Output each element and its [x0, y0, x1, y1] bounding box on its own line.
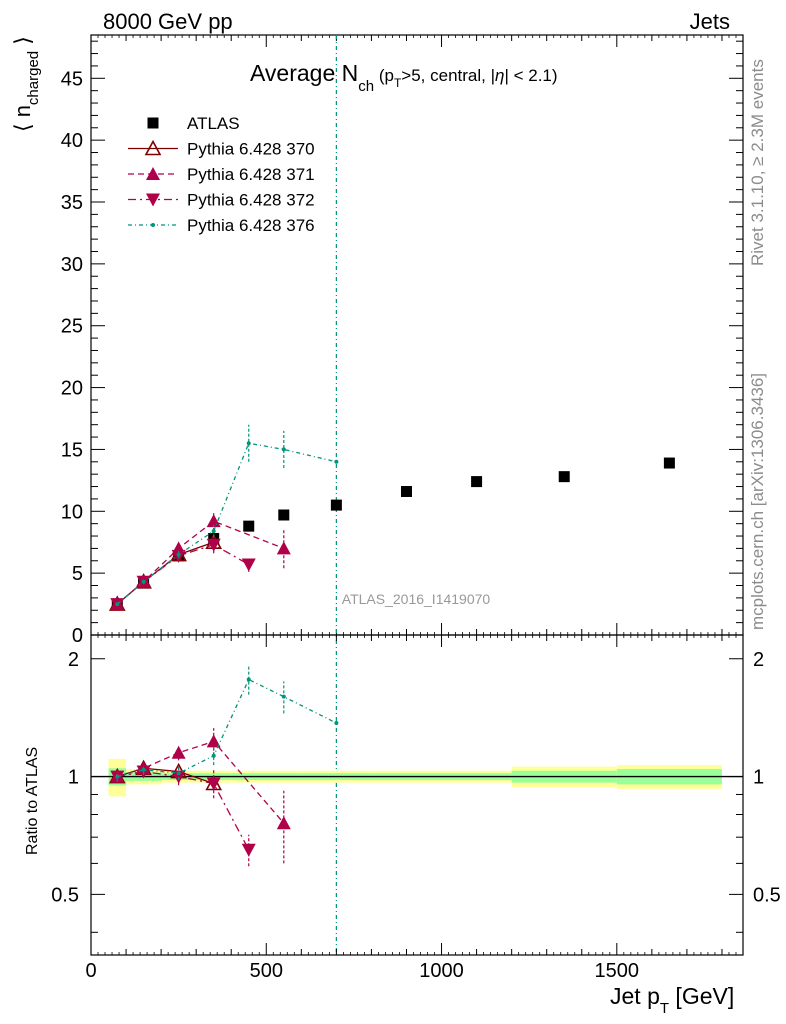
data-point — [558, 471, 570, 483]
data-point — [281, 447, 286, 452]
x-tick-label: 500 — [250, 960, 283, 982]
legend-entry-label: Pythia 6.428 371 — [187, 165, 315, 184]
data-point — [241, 558, 256, 572]
legend-entry-label: Pythia 6.428 372 — [187, 191, 315, 210]
legend-marker — [147, 117, 159, 129]
y-tick-label: 15 — [61, 439, 83, 461]
legend-entry-label: ATLAS — [187, 114, 240, 133]
ratio-data-point — [334, 721, 339, 726]
legend: ATLAS Pythia 6.428 370 Pythia 6.428 371 Pyt… — [128, 114, 315, 235]
legend-entry-label: Pythia 6.428 376 — [187, 216, 315, 235]
data-point — [176, 552, 181, 557]
legend-marker — [151, 223, 155, 227]
ratio-y-tick-label: 1 — [68, 767, 79, 789]
y-tick-label: 0 — [72, 625, 83, 647]
ratio-data-point — [141, 767, 146, 772]
y-tick-label: 20 — [61, 378, 83, 400]
data-point — [663, 457, 675, 469]
ratio-data-point — [176, 771, 181, 776]
y-tick-label: 25 — [61, 316, 83, 338]
data-point — [330, 499, 342, 511]
legend-entry-label: Pythia 6.428 370 — [187, 140, 315, 159]
ratio-y-tick-label-right: 0.5 — [753, 884, 781, 906]
ratio-y-tick-label-right: 2 — [753, 649, 764, 671]
rivet-label: Rivet 3.1.10, ≥ 2.3M events — [748, 59, 767, 266]
ratio-data-point — [281, 694, 286, 699]
main-y-axis-label: ⟨ ncharged ⟩ — [10, 36, 42, 132]
data-point — [471, 476, 483, 488]
y-tick-label: 30 — [61, 254, 83, 276]
series-line — [116, 541, 214, 605]
ratio-y-tick-label: 2 — [68, 649, 79, 671]
ratio-data-point — [206, 777, 221, 791]
ratio-data-point — [171, 745, 186, 759]
source-label: mcplots.cern.ch [arXiv:1306.3436] — [748, 373, 767, 630]
data-point — [206, 538, 221, 552]
x-axis-label: Jet pT [GeV] — [610, 983, 734, 1017]
y-tick-label: 40 — [61, 130, 83, 152]
data-point — [334, 459, 339, 464]
y-tick-label: 45 — [61, 68, 83, 90]
energy-label: 8000 GeV pp — [103, 9, 233, 34]
x-tick-label: 0 — [85, 960, 96, 982]
legend-marker — [144, 139, 162, 156]
legend-marker — [146, 193, 160, 207]
ratio-y-tick-label-right: 1 — [753, 767, 764, 789]
ratio-data-point — [206, 734, 221, 748]
ratio-plot-frame — [90, 634, 744, 956]
ratio-y-tick-label: 0.5 — [51, 884, 79, 906]
y-tick-label: 10 — [61, 501, 83, 523]
ratio-data-point — [115, 774, 120, 779]
data-point — [141, 579, 146, 584]
series-line — [116, 520, 285, 605]
data-point — [278, 509, 290, 521]
legend-marker — [146, 167, 160, 180]
ratio-data-point — [276, 816, 291, 830]
data-point — [400, 485, 412, 497]
ratio-data-point — [211, 753, 216, 758]
analysis-watermark: ATLAS_2016_I1419070 — [342, 591, 491, 607]
main-plot-panel: 0 5 10 15 20 25 30 35 40 45 — [61, 34, 744, 955]
x-tick-label: 1000 — [419, 960, 464, 982]
ratio-series-line — [117, 678, 337, 778]
process-label: Jets — [690, 9, 730, 34]
x-tick-label: 1500 — [595, 960, 640, 982]
data-point — [208, 533, 220, 545]
data-point — [243, 520, 255, 532]
y-tick-label: 35 — [61, 192, 83, 214]
data-point — [211, 529, 216, 534]
ratio-data-point — [246, 677, 251, 682]
data-point — [115, 602, 120, 607]
data-point — [246, 441, 251, 446]
ratio-y-axis-label: Ratio to ATLAS — [24, 747, 41, 855]
main-plot-title: Average Nch (pT>5, central, |η| < 2.1) — [250, 60, 558, 95]
ratio-plot-panel: 0.5 0.5 1 1 2 2 0 500 1000 1500 — [51, 634, 781, 982]
y-tick-label: 5 — [72, 563, 83, 585]
ratio-data-point — [241, 843, 256, 857]
series-line — [116, 442, 337, 605]
data-point — [276, 541, 291, 555]
